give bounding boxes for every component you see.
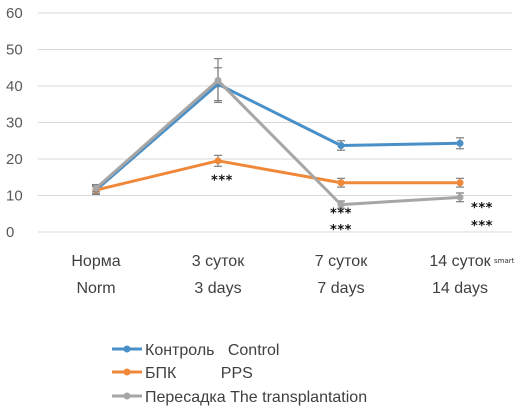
legend-swatch-marker	[123, 392, 131, 400]
data-point	[337, 141, 345, 149]
series-1	[92, 154, 464, 195]
series-line	[95, 159, 460, 192]
x-category-label: 3 суток	[192, 253, 245, 270]
y-tick-label: 10	[6, 188, 23, 205]
x-axis-category-labels: Норма Norm 3 суток 3 days 7 суток 7 days 14 су…	[71, 253, 491, 297]
y-tick-label: 50	[6, 42, 23, 59]
significance-stars: ***	[471, 201, 493, 216]
data-point	[214, 77, 222, 85]
data-point	[456, 193, 464, 201]
data-point	[456, 179, 464, 187]
legend: Контроль Control БПК PPS Пересадка The tra…	[112, 342, 367, 406]
y-tick-label: 30	[6, 115, 23, 132]
legend-label: Пересадка The transplantation	[145, 389, 367, 406]
data-point	[214, 157, 222, 165]
data-point	[456, 139, 464, 147]
series-2	[92, 58, 464, 209]
significance-stars: ***	[211, 174, 233, 189]
x-category-label-en: 14 days	[432, 280, 488, 297]
legend-swatch-marker	[123, 345, 131, 353]
x-category-label-en: Norm	[76, 280, 115, 297]
series-line	[95, 82, 461, 192]
y-tick-label: 0	[6, 224, 14, 241]
legend-swatch-marker	[123, 368, 131, 376]
significance-annotations: *** *** *** *** ***	[211, 174, 493, 238]
legend-label: Контроль Control	[145, 342, 279, 359]
legend-label: БПК PPS	[145, 365, 253, 382]
series-line	[95, 79, 461, 207]
data-point	[337, 179, 345, 187]
series-0	[92, 67, 464, 196]
x-category-label: 14 суток	[429, 253, 491, 270]
y-tick-label: 60	[6, 5, 23, 22]
x-category-label-en: 7 days	[317, 280, 364, 297]
data-point	[92, 184, 100, 192]
y-tick-label: 20	[6, 151, 23, 168]
data-point	[337, 201, 345, 209]
y-tick-label: 40	[6, 78, 23, 95]
data-series	[92, 58, 464, 209]
x-category-label: Норма	[71, 253, 120, 270]
significance-stars: ***	[330, 223, 352, 238]
significance-stars: ***	[471, 219, 493, 234]
gridlines	[38, 12, 512, 233]
y-axis-tick-labels: 0 10 20 30 40 50 60	[6, 5, 23, 241]
significance-stars: ***	[330, 206, 352, 221]
x-category-label: 7 суток	[315, 253, 368, 270]
x-category-label-en: 3 days	[194, 280, 241, 297]
corner-mark: smart	[494, 257, 515, 265]
